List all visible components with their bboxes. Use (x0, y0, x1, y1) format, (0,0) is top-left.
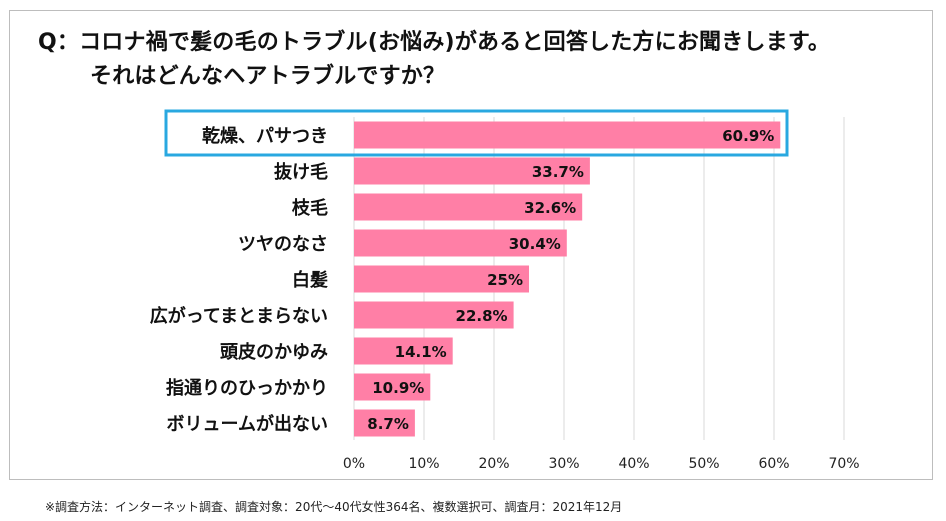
category-label: 白髪 (292, 269, 328, 291)
data-label: 33.7% (532, 163, 584, 181)
question-line-2: それはどんなヘアトラブルですか？ (90, 64, 446, 89)
category-label: 乾燥、パサつき (202, 125, 328, 147)
x-tick-label: 40% (618, 456, 649, 472)
x-tick-label: 60% (758, 456, 789, 472)
category-label: 広がってまとまらない (150, 305, 328, 327)
highlight-box (164, 109, 789, 157)
x-tick-label: 10% (408, 456, 439, 472)
bar (354, 409, 415, 437)
bar (354, 193, 583, 221)
bar (354, 301, 514, 329)
bar (354, 265, 529, 293)
x-tick-label: 20% (478, 456, 509, 472)
data-label: 30.4% (509, 235, 561, 253)
data-label: 60.9% (722, 127, 774, 145)
bar (354, 157, 590, 185)
bar (354, 121, 781, 149)
question-line-1: Q：コロナ禍で髪の毛のトラブル(お悩み)があると回答した方にお聞きします。 (38, 30, 831, 55)
bar (354, 229, 567, 257)
data-label: 25% (487, 271, 523, 289)
category-label: ツヤのなさ (238, 234, 328, 255)
category-label: 頭皮のかゆみ (220, 341, 328, 363)
data-label: 10.9% (372, 379, 424, 397)
survey-footnote: ※調査方法：インターネット調査、調査対象：20代～40代女性364名、複数選択可… (45, 500, 623, 514)
category-label: 指通りのひっかかり (166, 377, 328, 399)
data-label: 32.6% (524, 199, 576, 217)
data-label: 14.1% (395, 343, 447, 361)
x-tick-label: 50% (688, 456, 719, 472)
bar (354, 337, 453, 365)
data-label: 8.7% (367, 415, 409, 433)
x-tick-label: 30% (548, 456, 579, 472)
category-label: ボリュームが出ない (167, 413, 328, 435)
x-tick-label: 0% (343, 456, 365, 472)
category-label: 抜け毛 (274, 161, 328, 183)
category-label: 枝毛 (291, 197, 328, 219)
data-label: 22.8% (456, 307, 508, 325)
survey-question: Q：コロナ禍で髪の毛のトラブル(お悩み)があると回答した方にお聞きします。 それ… (38, 26, 830, 94)
x-tick-label: 70% (828, 456, 859, 472)
bar (354, 373, 431, 401)
